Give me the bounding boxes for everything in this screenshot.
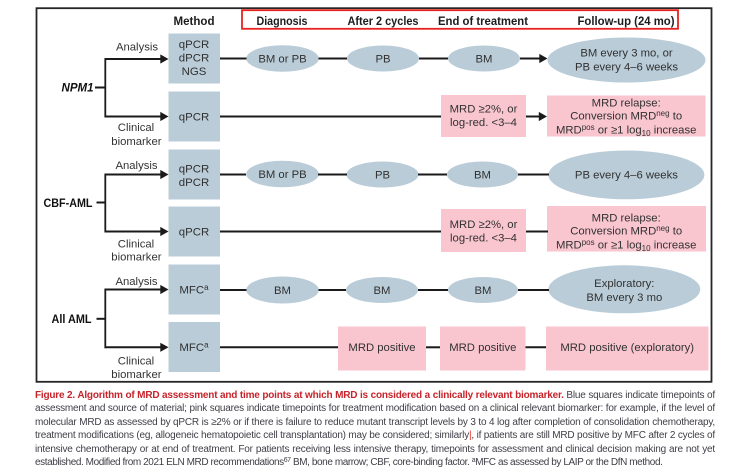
svg-text:qPCR: qPCR [179, 163, 209, 175]
svg-text:NGS: NGS [182, 66, 207, 78]
svg-text:BM: BM [474, 169, 491, 181]
svg-text:MRDpos or ≥1 log10 increase: MRDpos or ≥1 log10 increase [556, 123, 696, 138]
svg-text:Analysis: Analysis [115, 276, 157, 288]
svg-text:BM: BM [374, 285, 391, 297]
svg-text:MRD relapse:: MRD relapse: [592, 97, 661, 109]
svg-text:CBF-AML: CBF-AML [44, 198, 93, 210]
svg-text:Exploratory:: Exploratory: [594, 278, 654, 290]
svg-text:Diagnosis: Diagnosis [257, 14, 308, 28]
svg-text:BM every 3 mo: BM every 3 mo [586, 292, 662, 304]
svg-text:MFCa: MFCa [179, 283, 209, 297]
svg-text:BM: BM [475, 285, 492, 297]
svg-text:qPCR: qPCR [179, 226, 209, 238]
svg-text:MRD positive: MRD positive [348, 342, 415, 354]
svg-text:After 2 cycles: After 2 cycles [348, 14, 419, 28]
svg-text:BM: BM [476, 53, 493, 65]
svg-text:Clinical: Clinical [118, 355, 154, 367]
svg-text:NPM1: NPM1 [62, 82, 94, 94]
svg-text:BM: BM [274, 285, 291, 297]
svg-text:biomarker: biomarker [111, 136, 161, 148]
svg-text:MRD relapse:: MRD relapse: [592, 212, 661, 224]
svg-text:Follow-up (24 mo): Follow-up (24 mo) [578, 14, 675, 28]
svg-text:dPCR: dPCR [179, 52, 209, 64]
svg-text:PB: PB [375, 53, 390, 65]
svg-text:PB: PB [375, 169, 390, 181]
svg-text:MRD ≥2%, or: MRD ≥2%, or [450, 219, 518, 231]
svg-text:Clinical: Clinical [118, 239, 154, 251]
svg-text:log-red. <3–4: log-red. <3–4 [450, 117, 517, 129]
svg-text:Method: Method [174, 14, 215, 28]
svg-text:BM every 3 mo, or: BM every 3 mo, or [580, 48, 673, 60]
svg-text:End of treatment: End of treatment [438, 14, 528, 28]
svg-text:MRD ≥2%, or: MRD ≥2%, or [450, 103, 518, 115]
svg-text:Analysis: Analysis [116, 42, 158, 54]
svg-text:Analysis: Analysis [115, 160, 157, 172]
svg-text:MRDpos or ≥1 log10 increase: MRDpos or ≥1 log10 increase [556, 238, 696, 253]
svg-text:All AML: All AML [52, 314, 92, 326]
svg-text:MFCa: MFCa [179, 341, 209, 355]
svg-text:MRD positive: MRD positive [449, 342, 516, 354]
svg-text:PB every 4–6 weeks: PB every 4–6 weeks [575, 62, 678, 74]
svg-text:MRD positive (exploratory): MRD positive (exploratory) [560, 342, 694, 354]
svg-text:qPCR: qPCR [179, 111, 209, 123]
svg-text:Conversion MRDneg to: Conversion MRDneg to [570, 224, 682, 238]
svg-text:BM or PB: BM or PB [258, 169, 306, 181]
svg-text:PB every 4–6 weeks: PB every 4–6 weeks [575, 170, 678, 182]
svg-text:Conversion MRDneg to: Conversion MRDneg to [570, 109, 682, 123]
svg-text:biomarker: biomarker [111, 251, 161, 263]
svg-text:Clinical: Clinical [118, 122, 154, 134]
svg-text:qPCR: qPCR [179, 39, 209, 51]
svg-text:biomarker: biomarker [111, 369, 161, 381]
svg-text:log-red. <3–4: log-red. <3–4 [450, 232, 517, 244]
svg-text:BM or PB: BM or PB [258, 53, 306, 65]
svg-text:dPCR: dPCR [179, 177, 209, 189]
